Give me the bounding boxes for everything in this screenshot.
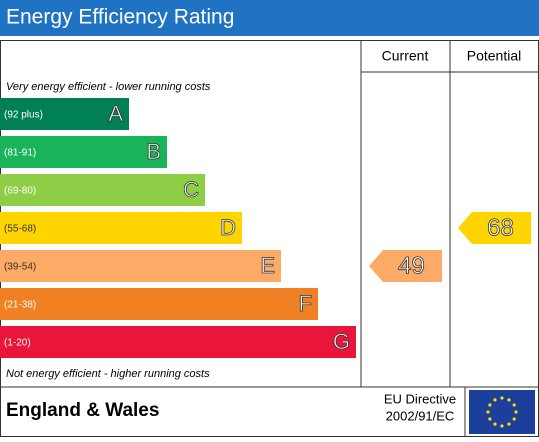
rating-value: 49 bbox=[398, 252, 425, 279]
band-range: (81-91) bbox=[4, 148, 36, 159]
star bbox=[507, 422, 511, 426]
band bbox=[0, 98, 129, 130]
band bbox=[0, 174, 205, 206]
band bbox=[0, 136, 167, 168]
band bbox=[0, 326, 356, 358]
star bbox=[486, 410, 490, 414]
band-range: (39-54) bbox=[4, 262, 36, 273]
star bbox=[493, 422, 497, 426]
star bbox=[512, 417, 516, 421]
star bbox=[500, 396, 504, 400]
rating-arrow bbox=[369, 250, 442, 282]
band bbox=[0, 212, 242, 244]
directive: EU Directive bbox=[384, 391, 456, 406]
band-letter: F bbox=[299, 291, 312, 316]
star bbox=[507, 398, 511, 402]
title-bar bbox=[0, 0, 539, 36]
band-letter: B bbox=[146, 139, 161, 164]
eu-stars bbox=[486, 396, 518, 428]
star bbox=[512, 403, 516, 407]
band bbox=[0, 250, 281, 282]
region: England & Wales bbox=[6, 400, 159, 421]
bottom-note: Not energy efficient - higher running co… bbox=[6, 368, 210, 380]
top-note: Very energy efficient - lower running co… bbox=[6, 81, 211, 93]
band bbox=[0, 288, 318, 320]
star bbox=[488, 403, 492, 407]
band-range: (92 plus) bbox=[4, 110, 43, 121]
band-range: (1-20) bbox=[4, 338, 31, 349]
band-letter: E bbox=[260, 253, 275, 278]
star bbox=[493, 398, 497, 402]
star bbox=[500, 424, 504, 428]
band-letter: A bbox=[108, 101, 123, 126]
band-letter: D bbox=[220, 215, 236, 240]
band-range: (21-38) bbox=[4, 300, 36, 311]
column-header: Current bbox=[382, 48, 429, 64]
star bbox=[514, 410, 518, 414]
column-header: Potential bbox=[467, 48, 521, 64]
band-range: (69-80) bbox=[4, 186, 36, 197]
band-range: (55-68) bbox=[4, 224, 36, 235]
band-letter: G bbox=[333, 329, 350, 354]
star bbox=[488, 417, 492, 421]
directive: 2002/91/EC bbox=[386, 408, 455, 423]
rating-value: 68 bbox=[487, 214, 514, 241]
title: Energy Efficiency Rating bbox=[6, 6, 234, 29]
band-letter: C bbox=[183, 177, 199, 202]
rating-arrow bbox=[458, 212, 531, 244]
